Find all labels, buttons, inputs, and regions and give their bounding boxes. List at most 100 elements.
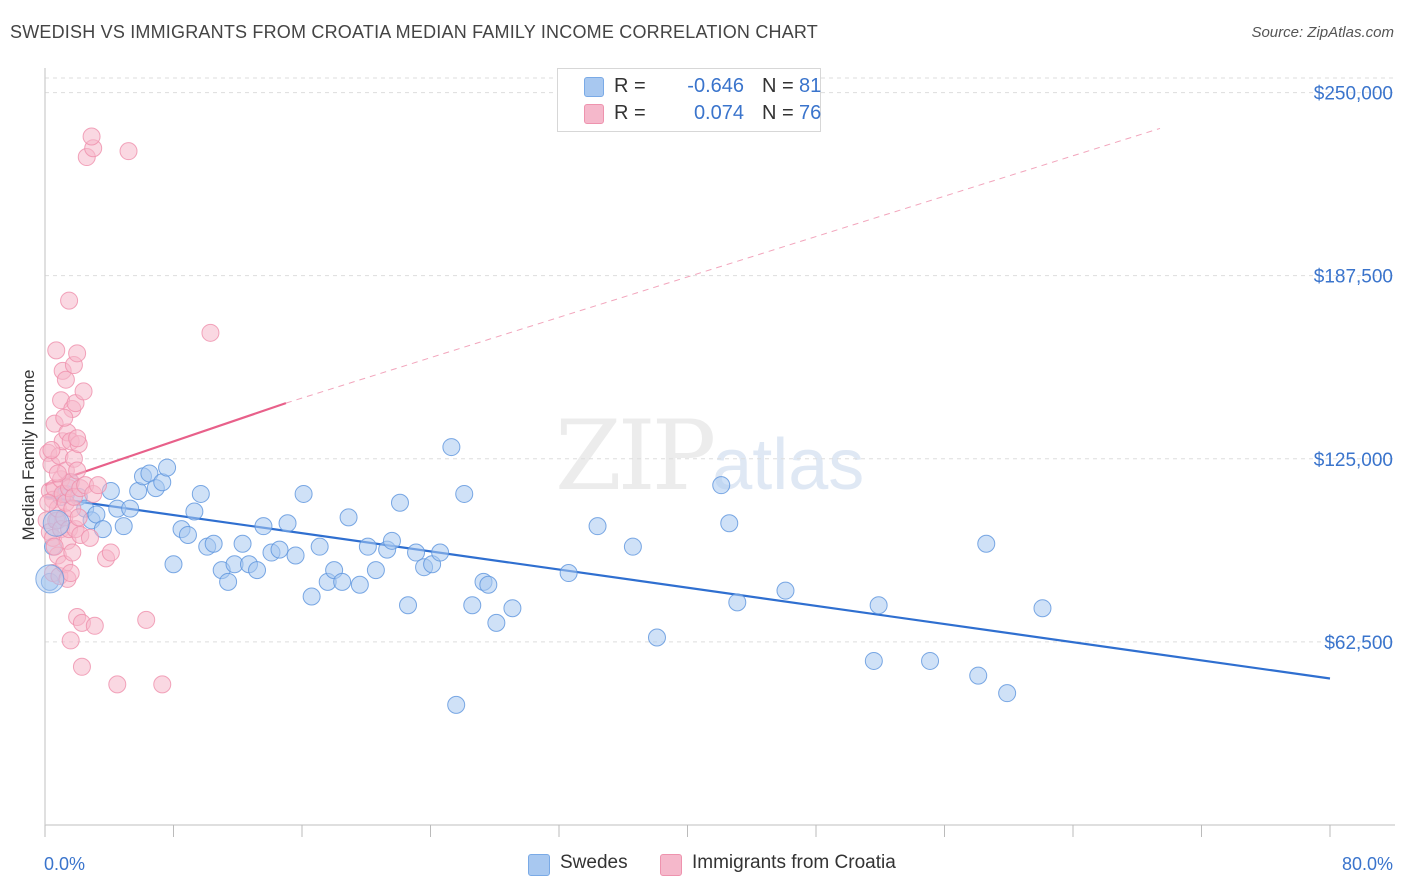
x-tick-label: 0.0% bbox=[44, 854, 85, 874]
point-croatia bbox=[45, 537, 64, 556]
point-swedes bbox=[921, 651, 940, 670]
point-swedes bbox=[588, 517, 607, 536]
source-label: Source: ZipAtlas.com bbox=[1251, 24, 1394, 41]
point-swedes bbox=[302, 587, 321, 606]
point-swedes bbox=[93, 520, 112, 539]
point-swedes bbox=[776, 581, 795, 600]
point-croatia bbox=[47, 341, 66, 360]
point-croatia bbox=[68, 344, 87, 363]
point-swedes bbox=[358, 537, 377, 556]
watermark-atlas: atlas bbox=[712, 425, 865, 505]
trend-line-swedes bbox=[44, 495, 1331, 680]
point-swedes bbox=[310, 537, 329, 556]
point-croatia bbox=[63, 543, 82, 562]
watermark: ZIPatlas bbox=[555, 400, 864, 512]
point-swedes bbox=[487, 613, 506, 632]
point-swedes bbox=[431, 543, 450, 562]
legend-r-value: -0.646 bbox=[687, 75, 744, 97]
trend-lines bbox=[44, 127, 1331, 680]
point-swedes-large bbox=[35, 564, 65, 594]
point-swedes bbox=[339, 508, 358, 527]
point-swedes bbox=[407, 543, 426, 562]
point-swedes bbox=[479, 575, 498, 594]
point-swedes bbox=[191, 484, 210, 503]
point-swedes bbox=[455, 484, 474, 503]
point-croatia bbox=[60, 291, 79, 310]
legend-r-value: 0.074 bbox=[693, 102, 744, 124]
point-swedes bbox=[503, 599, 522, 618]
point-swedes bbox=[366, 561, 385, 580]
watermark-zip: ZIP bbox=[555, 400, 716, 512]
point-swedes bbox=[270, 540, 289, 559]
point-croatia bbox=[108, 675, 127, 694]
point-swedes bbox=[1033, 599, 1052, 618]
legend-swatch-croatia bbox=[584, 104, 604, 124]
point-swedes bbox=[559, 564, 578, 583]
point-croatia bbox=[201, 323, 220, 342]
y-tick-label: $125,000 bbox=[1314, 450, 1393, 471]
point-swedes bbox=[333, 572, 352, 591]
point-swedes bbox=[969, 666, 988, 685]
point-swedes bbox=[233, 534, 252, 553]
point-swedes bbox=[254, 517, 273, 536]
point-swedes bbox=[390, 493, 409, 512]
series-legend: Swedes Immigrants from Croatia bbox=[0, 852, 1406, 878]
point-swedes bbox=[204, 534, 223, 553]
point-croatia bbox=[55, 408, 74, 427]
legend-n-label: N = bbox=[762, 75, 794, 97]
legend-n-label: N = bbox=[762, 102, 794, 124]
point-swedes bbox=[350, 575, 369, 594]
point-swedes bbox=[121, 499, 140, 518]
y-tick-label: $187,500 bbox=[1314, 267, 1393, 288]
point-croatia bbox=[119, 142, 138, 161]
legend-r-label: R = bbox=[614, 75, 646, 97]
legend-label-swedes: Swedes bbox=[560, 852, 628, 873]
point-swedes bbox=[869, 596, 888, 615]
point-croatia bbox=[56, 370, 75, 389]
legend-swatch-swedes bbox=[584, 77, 604, 97]
point-croatia bbox=[61, 631, 80, 650]
point-croatia bbox=[39, 493, 58, 512]
axes bbox=[44, 68, 1395, 837]
point-swedes bbox=[442, 438, 461, 457]
legend-n-value: 76 bbox=[799, 102, 822, 124]
point-swedes bbox=[864, 651, 883, 670]
point-swedes bbox=[248, 561, 267, 580]
point-swedes bbox=[623, 537, 642, 556]
point-croatia bbox=[85, 616, 104, 635]
legend-r-label: R = bbox=[614, 102, 646, 124]
point-swedes bbox=[447, 695, 466, 714]
legend-n-value: 81 bbox=[799, 75, 822, 97]
y-axis-title: Median Family Income bbox=[19, 369, 38, 540]
point-croatia bbox=[69, 508, 88, 527]
y-tick-label: $250,000 bbox=[1314, 84, 1393, 105]
point-croatia bbox=[153, 675, 172, 694]
x-tick-label: 80.0% bbox=[1342, 854, 1393, 874]
point-croatia bbox=[61, 564, 80, 583]
point-croatia bbox=[72, 657, 91, 676]
correlation-legend: R = -0.646 N = 81 R = 0.074 N = 76 bbox=[557, 68, 821, 132]
legend-swatch-swedes bbox=[528, 854, 550, 876]
point-swedes bbox=[294, 484, 313, 503]
point-croatia bbox=[80, 528, 99, 547]
point-swedes bbox=[286, 546, 305, 565]
point-swedes bbox=[712, 476, 731, 495]
point-swedes bbox=[720, 514, 739, 533]
point-swedes bbox=[728, 593, 747, 612]
trend-line-croatia-extension bbox=[285, 127, 1161, 404]
point-croatia bbox=[48, 464, 67, 483]
point-swedes bbox=[463, 596, 482, 615]
point-croatia bbox=[74, 382, 93, 401]
point-croatia bbox=[137, 610, 156, 629]
tick-labels: $62,500 $125,000 $187,500 $250,000 0.0% 80.0%… bbox=[19, 84, 1393, 874]
point-swedes bbox=[164, 555, 183, 574]
point-swedes bbox=[158, 458, 177, 477]
point-swedes bbox=[278, 514, 297, 533]
legend-swatch-croatia bbox=[660, 854, 682, 876]
chart-title: SWEDISH VS IMMIGRANTS FROM CROATIA MEDIA… bbox=[10, 22, 819, 42]
point-swedes bbox=[219, 572, 238, 591]
point-croatia bbox=[101, 543, 120, 562]
point-swedes bbox=[977, 534, 996, 553]
point-swedes bbox=[399, 596, 418, 615]
